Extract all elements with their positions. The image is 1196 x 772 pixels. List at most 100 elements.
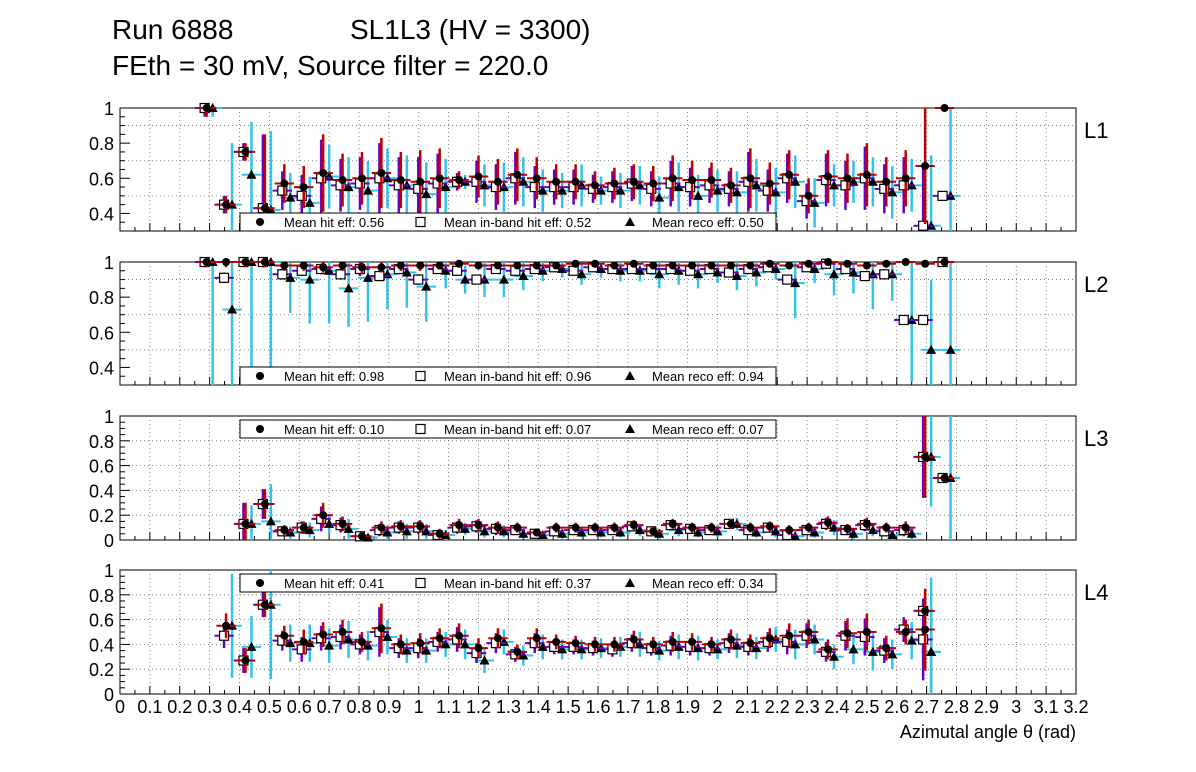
hit-point (707, 523, 716, 532)
panel-l4: 0 0.2 0.4 0.6 0.8 1 L4 Mean hit eff: 0.41 Mean i… (89, 561, 1109, 705)
hit-point (241, 147, 250, 156)
legend-inband-label: Mean in-band hit eff: 0.37 (444, 576, 591, 591)
panel-l3: 0 0.2 0.4 0.6 0.8 1 L3 Mean hit eff: 0.10 Mean i… (89, 407, 1109, 551)
hit-point (513, 170, 522, 179)
reco-point (596, 185, 607, 195)
x-tick-label: 1.7 (615, 697, 640, 717)
reco-point (343, 634, 354, 644)
legend-l3: Mean hit eff: 0.10 Mean in-band hit eff: … (239, 419, 777, 439)
inband-point (782, 274, 793, 285)
hit-point (552, 177, 561, 186)
reco-point (654, 269, 665, 279)
hit-point (357, 532, 366, 541)
hit-point (688, 523, 697, 532)
hit-point (532, 261, 541, 270)
reco-point (906, 528, 917, 538)
hit-point (299, 183, 308, 192)
hit-point (280, 631, 289, 640)
hit-point (416, 177, 425, 186)
y-tick-label: 0.8 (89, 134, 114, 154)
reco-point (498, 526, 509, 536)
hit-point (901, 258, 910, 266)
x-tick-label: 0.6 (287, 697, 312, 717)
y-tick-label: 0.2 (89, 660, 114, 680)
hit-point (707, 261, 716, 270)
x-tick-label: 1.3 (496, 697, 521, 717)
hit-point (843, 629, 852, 638)
reco-point (848, 528, 859, 538)
hit-point (746, 523, 755, 532)
reco-point (770, 187, 781, 197)
hit-point (513, 647, 522, 656)
hit-point (862, 628, 871, 636)
reco-point (421, 526, 432, 536)
legend-hit-marker (256, 218, 264, 226)
x-tick-label: 1.6 (585, 697, 610, 717)
y-tick-label: 0.6 (89, 169, 114, 189)
reco-point (479, 526, 490, 536)
inband-point (879, 269, 890, 280)
hit-point (319, 263, 328, 272)
hit-point (455, 176, 464, 185)
hit-point (241, 519, 250, 528)
legend-box (239, 419, 777, 439)
hit-point (513, 523, 522, 532)
x-tick-label: 1 (414, 697, 424, 717)
legend-reco-label: Mean reco eff: 0.34 (652, 576, 764, 591)
hit-point (299, 523, 308, 532)
reco-point (304, 197, 315, 207)
legend-box (239, 573, 777, 593)
hit-point (921, 161, 930, 170)
hit-point (377, 523, 386, 532)
reco-point (829, 269, 840, 279)
x-tick-label: 0.4 (227, 697, 252, 717)
reco-point (596, 264, 607, 274)
inband-point (937, 190, 948, 201)
inband-point (529, 181, 540, 193)
reco-point (382, 527, 393, 537)
hit-point (668, 637, 677, 646)
x-tick-label: 3.2 (1063, 697, 1088, 717)
hit-point (455, 631, 464, 640)
reco-point (751, 180, 762, 190)
reco-point (557, 644, 568, 654)
legend-reco-marker (625, 578, 635, 587)
x-tick-label: 1.1 (436, 697, 461, 717)
hit-point (882, 259, 891, 268)
hit-point (726, 181, 735, 190)
hit-point (843, 174, 852, 183)
hit-point (726, 519, 735, 528)
legend-inband-marker (415, 370, 426, 382)
reco-point (362, 272, 373, 282)
reco-point (790, 278, 801, 288)
hit-point (746, 639, 755, 648)
hit-point (319, 169, 328, 178)
x-tick-label: 3 (1011, 697, 1021, 717)
hit-point (882, 177, 891, 186)
panel-label-l3: L3 (1084, 426, 1108, 451)
hit-point (455, 259, 464, 268)
reco-point (615, 265, 626, 275)
reco-point (654, 192, 665, 202)
y-tick-label: 0.4 (89, 481, 114, 501)
reco-point (382, 631, 393, 641)
hit-point (843, 524, 852, 533)
hit-point (260, 204, 269, 213)
legend-hit-marker (256, 579, 264, 587)
reco-point (654, 528, 665, 538)
x-tick-label: 2.3 (795, 697, 820, 717)
hit-point (571, 259, 580, 268)
legend-hit-marker (256, 425, 264, 433)
legend-hit-marker (256, 372, 264, 380)
reco-point (401, 526, 412, 536)
hit-point (804, 191, 813, 200)
hit-point (455, 521, 464, 530)
inband-point (277, 269, 288, 280)
hit-point (726, 635, 735, 644)
hit-point (921, 606, 930, 615)
x-tick-label: 0.9 (376, 697, 401, 717)
hit-point (610, 523, 619, 532)
hit-point (435, 174, 444, 183)
y-tick-label: 0.4 (89, 204, 114, 224)
y-tick-label: 1 (104, 407, 114, 427)
